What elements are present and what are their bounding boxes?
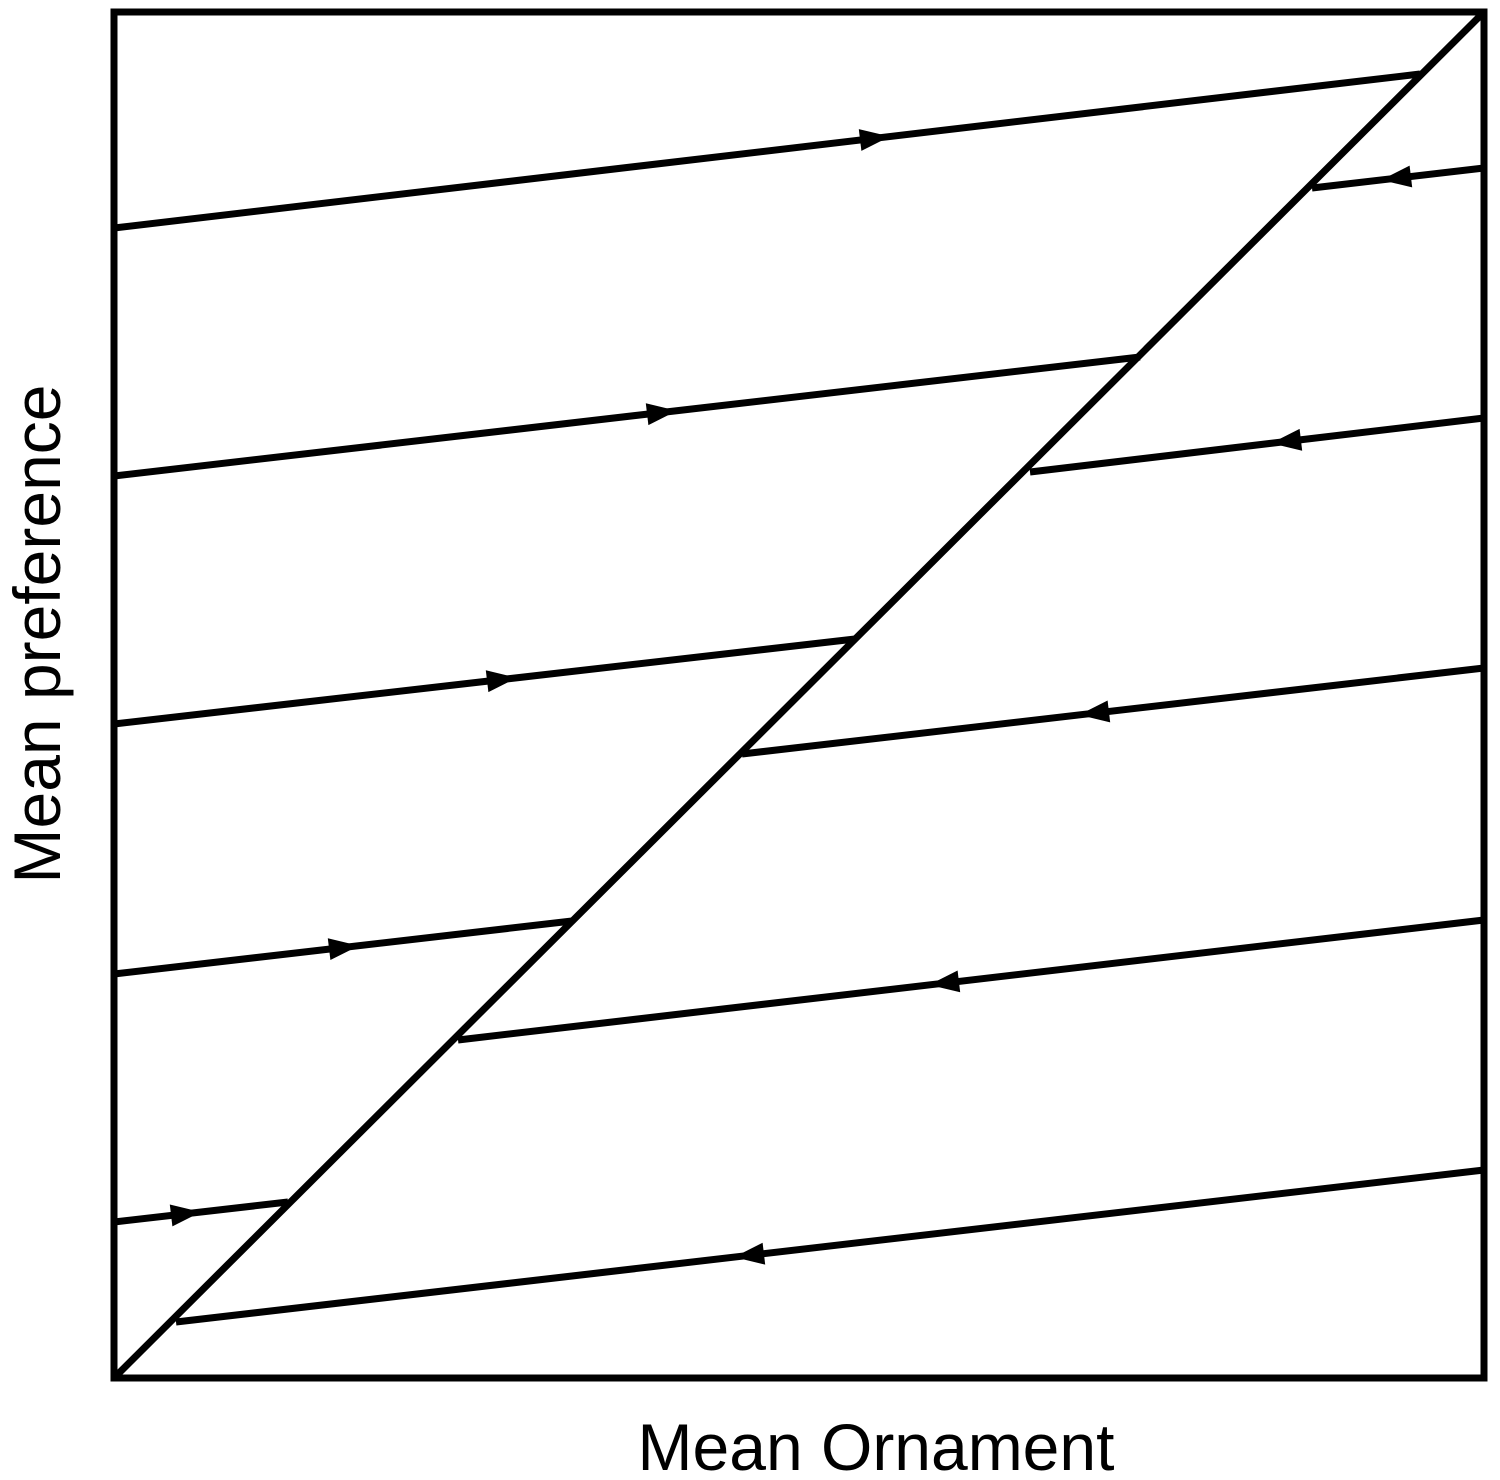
arrow-right-icon (169, 1204, 201, 1227)
trajectory-line (175, 1166, 1485, 1326)
trajectory-line (741, 664, 1485, 758)
equilibrium-line (111, 9, 1487, 1381)
arrow-left-icon (734, 1242, 766, 1265)
plot-frame (110, 8, 1488, 1382)
trajectory-line (113, 635, 856, 728)
arrow-left-icon (1381, 165, 1413, 188)
arrow-left-icon (1271, 428, 1303, 451)
arrow-left-icon (929, 970, 961, 993)
trajectory-group (113, 70, 1485, 1326)
trajectory-line (1029, 414, 1485, 476)
arrow-right-icon (485, 670, 517, 693)
trajectory-line (113, 1198, 289, 1226)
arrow-left-icon (1079, 700, 1111, 723)
arrow-right-icon (858, 129, 890, 151)
trajectory-line (457, 916, 1485, 1044)
trajectory-line (113, 70, 1421, 232)
x-axis-label: Mean Ornament (638, 1410, 1115, 1480)
arrow-right-icon (327, 938, 359, 960)
arrow-right-icon (645, 403, 677, 426)
y-axis-label: Mean preference (0, 385, 74, 884)
trajectory-line (113, 353, 1141, 480)
